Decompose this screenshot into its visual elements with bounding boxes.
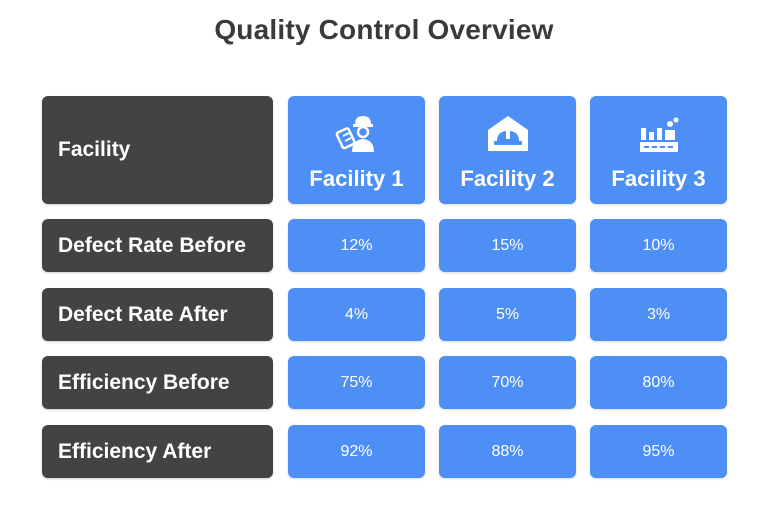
facility-1-header: Facility 1 <box>288 96 425 204</box>
row-label: Efficiency Before <box>42 356 273 409</box>
value-cell: 95% <box>590 425 727 478</box>
value-cell: 70% <box>439 356 576 409</box>
value-cell: 10% <box>590 219 727 272</box>
facility-2-header: Facility 2 <box>439 96 576 204</box>
value-cell: 88% <box>439 425 576 478</box>
worker-icon <box>335 116 374 152</box>
row-label: Efficiency After <box>42 425 273 478</box>
page-title: Quality Control Overview <box>214 14 554 45</box>
facility-1-name: Facility 1 <box>309 166 404 191</box>
value-cell: 15% <box>439 219 576 272</box>
facility-3-header: Facility 3 <box>590 96 727 204</box>
row-label: Defect Rate After <box>42 288 273 341</box>
header-label: Facility <box>58 138 131 161</box>
value-cell: 12% <box>288 219 425 272</box>
value-cell: 3% <box>590 288 727 341</box>
facility-3-name: Facility 3 <box>611 166 706 191</box>
row-label-text: Efficiency After <box>58 439 212 463</box>
value-cell: 75% <box>288 356 425 409</box>
header-label-cell: Facility <box>42 96 273 204</box>
row-label: Defect Rate Before <box>42 219 273 272</box>
factory-icon <box>639 117 678 152</box>
value-cell: 5% <box>439 288 576 341</box>
row-label-text: Defect Rate After <box>58 302 228 326</box>
value-cell: 92% <box>288 425 425 478</box>
row-label-text: Efficiency Before <box>58 370 230 394</box>
value-cell: 80% <box>590 356 727 409</box>
hardhat-house-icon <box>487 116 528 151</box>
facility-2-name: Facility 2 <box>460 166 555 191</box>
value-cell: 4% <box>288 288 425 341</box>
row-label-text: Defect Rate Before <box>58 233 246 257</box>
